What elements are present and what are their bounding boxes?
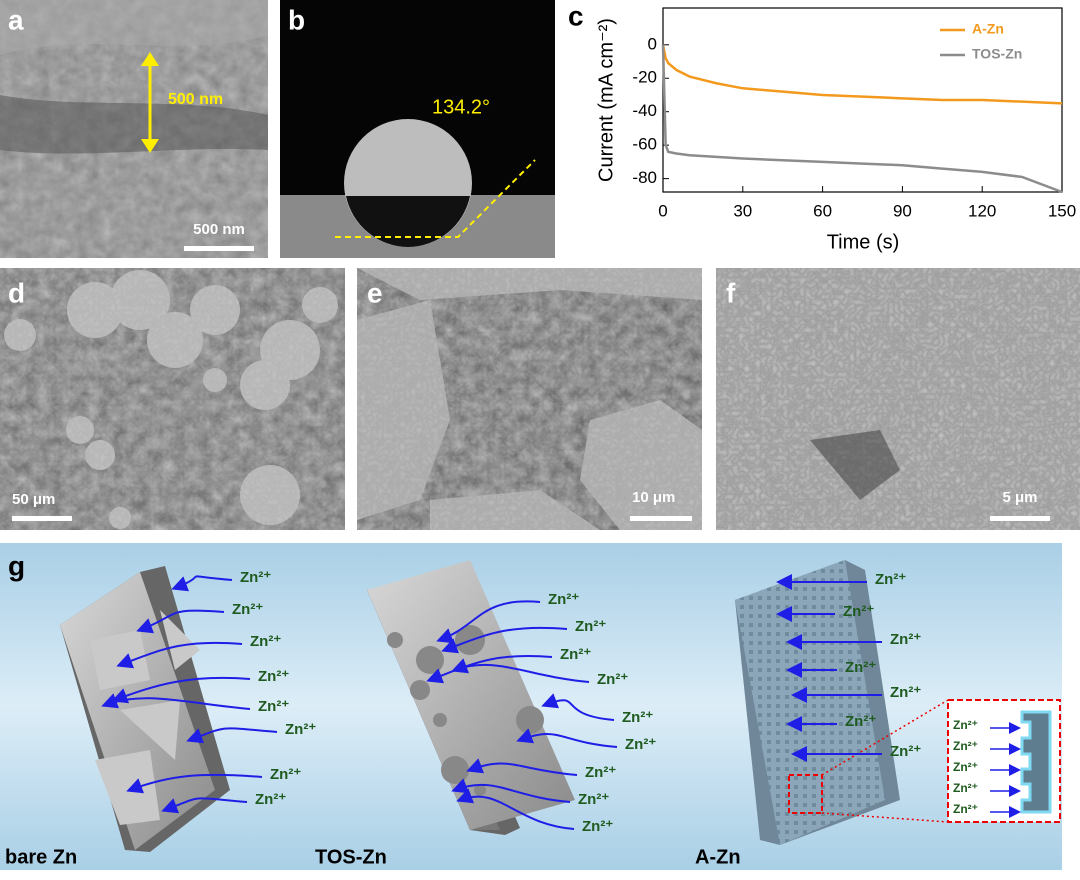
ion-label: Zn²⁺ [597, 671, 628, 688]
ion-label: Zn²⁺ [285, 721, 316, 738]
x-tick-label: 30 [733, 201, 752, 220]
ion-arrow [466, 758, 578, 776]
ion-label: Zn²⁺ [843, 603, 874, 620]
ion-label: Zn²⁺ [953, 802, 978, 816]
y-tick-label: -80 [632, 168, 657, 187]
ion-label: Zn²⁺ [560, 646, 591, 663]
contact-angle: 134.2° [432, 96, 490, 118]
y-tick-label: -60 [632, 135, 657, 154]
ion-label: Zn²⁺ [953, 718, 978, 732]
sample-label: bare Zn [5, 846, 77, 868]
ion-arrow [171, 575, 233, 592]
panel-b: 134.2° b [280, 0, 555, 258]
ion-label: Zn²⁺ [585, 764, 616, 781]
ion-arrow [186, 727, 278, 744]
ion-arrow [436, 600, 541, 644]
scale-label: 10 μm [632, 489, 675, 506]
panel-letter: e [367, 277, 383, 308]
panel-f: 5 μm f [716, 268, 1080, 530]
ion-label: Zn²⁺ [255, 791, 286, 808]
scale-label: 50 μm [12, 491, 55, 508]
panel-d: 50 μm d [0, 268, 345, 530]
chart: c Time (s) Current (mA cm⁻²) 0 30 60 90 120 1… [568, 0, 1076, 253]
y-axis-label: Current (mA cm⁻²) [595, 18, 617, 182]
panel-letter: f [726, 277, 736, 308]
ion-label: Zn²⁺ [953, 781, 978, 795]
ion-arrow [456, 788, 575, 830]
ion-label: Zn²⁺ [548, 591, 579, 608]
ion-label: Zn²⁺ [845, 659, 876, 676]
ion-label: Zn²⁺ [953, 739, 978, 753]
ion-arrow [451, 658, 590, 683]
plot-frame [662, 7, 1063, 193]
x-tick-label: 120 [968, 201, 996, 220]
ion-arrow [451, 778, 571, 803]
y-tick-label: 0 [648, 34, 657, 53]
panel-g: g bare ZnZn²⁺Zn²⁺Zn²⁺Zn²⁺Zn²⁺Zn²⁺Zn²⁺Zn²… [0, 543, 1062, 870]
x-tick-label: 60 [813, 201, 832, 220]
series-line [661, 44, 1063, 194]
panel-letter: d [8, 277, 25, 308]
panel-e: 10 μm e [357, 268, 702, 530]
ion-arrow [161, 797, 248, 814]
ion-label: Zn²⁺ [875, 571, 906, 588]
ion-label: Zn²⁺ [578, 791, 609, 808]
ion-label: Zn²⁺ [270, 766, 301, 783]
ion-arrow [426, 654, 553, 684]
panel-letter: g [8, 550, 25, 581]
x-tick-label: 90 [893, 201, 912, 220]
ion-label: Zn²⁺ [575, 618, 606, 635]
ion-arrow [101, 693, 251, 710]
ion-arrow [111, 676, 251, 704]
sample-label: TOS-Zn [315, 846, 387, 868]
x-axis-label: Time (s) [827, 231, 900, 253]
ion-label: Zn²⁺ [845, 713, 876, 730]
y-tick-label: -40 [632, 101, 657, 120]
ion-label: Zn²⁺ [622, 709, 653, 726]
ion-label: Zn²⁺ [890, 743, 921, 760]
thickness-label: 500 nm [168, 91, 223, 108]
x-tick-label: 0 [658, 201, 667, 220]
panel-a: 500 nm 500 nm a [0, 0, 268, 258]
panel-letter: c [568, 0, 584, 31]
legend-label: TOS-Zn [972, 46, 1022, 62]
ion-label: Zn²⁺ [582, 818, 613, 835]
panel-letter: a [8, 4, 24, 35]
ion-label: Zn²⁺ [258, 668, 289, 685]
ion-label: Zn²⁺ [953, 760, 978, 774]
y-tick-label: -20 [632, 68, 657, 87]
panel-letter: b [288, 4, 305, 35]
legend-label: A-Zn [972, 21, 1004, 37]
scale-label: 500 nm [193, 221, 245, 238]
x-tick-label: 150 [1048, 201, 1076, 220]
ion-arrow [116, 641, 243, 669]
ion-arrow [516, 728, 618, 748]
scale-label: 5 μm [1002, 489, 1037, 506]
ion-label: Zn²⁺ [250, 633, 281, 650]
ion-label: Zn²⁺ [232, 601, 263, 618]
ion-label: Zn²⁺ [625, 736, 656, 753]
ion-label: Zn²⁺ [258, 698, 289, 715]
ion-arrow [136, 609, 225, 634]
ion-label: Zn²⁺ [890, 684, 921, 701]
ion-label: Zn²⁺ [890, 631, 921, 648]
ion-arrow [541, 693, 615, 721]
series-line [661, 44, 1063, 105]
ion-arrow [441, 626, 568, 654]
sample-label: A-Zn [695, 846, 741, 868]
ion-label: Zn²⁺ [240, 569, 271, 586]
ion-arrow [126, 773, 263, 794]
